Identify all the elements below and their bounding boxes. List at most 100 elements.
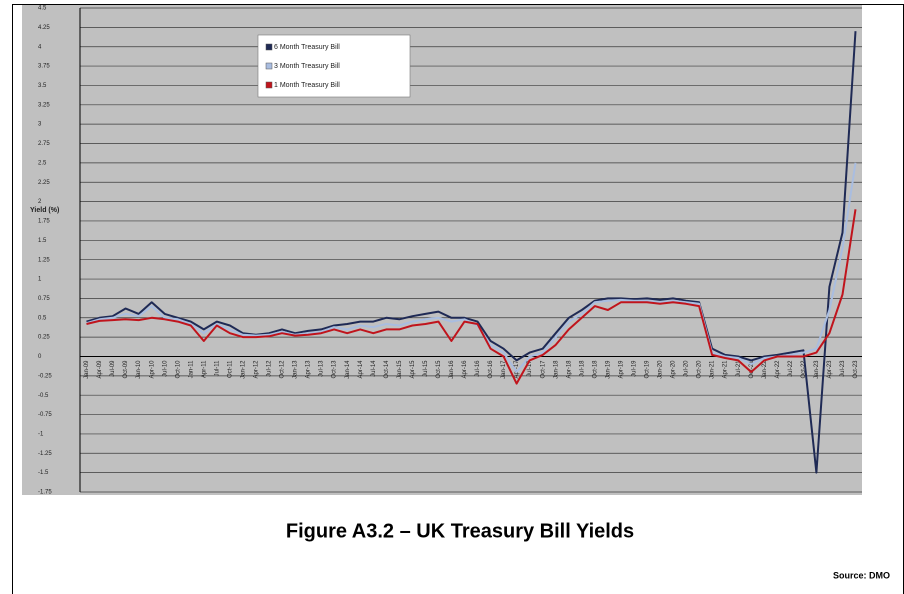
x-tick-label: Jul-12	[267, 360, 273, 377]
x-tick-label: Oct-23	[853, 360, 859, 379]
y-tick-label: 2	[38, 199, 42, 205]
x-tick-label: Apr-16	[462, 360, 468, 379]
x-tick-label: Jan-10	[136, 360, 142, 379]
x-tick-label: Apr-21	[723, 360, 729, 379]
x-tick-label: Jan-14	[345, 360, 351, 379]
x-tick-label: Jan-16	[449, 360, 455, 379]
y-tick-label: -0.25	[38, 373, 52, 379]
x-tick-label: Oct-18	[592, 360, 598, 379]
x-tick-label: Jul-20	[684, 360, 690, 377]
x-tick-label: Oct-19	[645, 360, 651, 379]
x-tick-label: Apr-20	[671, 360, 677, 379]
x-tick-label: Jan-22	[762, 360, 768, 379]
y-axis-label: Yield (%)	[30, 207, 59, 214]
x-tick-label: Oct-11	[227, 360, 233, 378]
y-tick-label: 3	[38, 122, 42, 128]
legend-swatch	[265, 43, 273, 51]
y-tick-label: 4	[38, 44, 42, 50]
x-tick-label: Jan-13	[293, 360, 299, 379]
x-tick-label: Jan-12	[240, 360, 246, 379]
x-tick-label: Jan-21	[710, 360, 716, 379]
x-tick-label: Apr-10	[149, 360, 155, 379]
x-tick-label: Apr-14	[358, 360, 364, 379]
x-tick-label: Jul-18	[579, 360, 585, 377]
y-tick-label: 1.25	[38, 257, 50, 263]
y-tick-label: -1.75	[38, 490, 52, 496]
y-tick-label: -0.5	[38, 393, 49, 399]
x-tick-label: Jul-11	[214, 360, 220, 377]
x-tick-label: Jul-23	[840, 360, 846, 377]
x-tick-label: Jul-10	[162, 360, 168, 377]
x-tick-label: Jan-18	[553, 360, 559, 379]
x-tick-label: Jul-21	[736, 360, 742, 377]
x-tick-label: Apr-23	[827, 360, 833, 379]
legend: 6 Month Treasury Bill 3 Month Treasury Bi…	[257, 34, 411, 98]
x-tick-label: Jul-17	[527, 360, 533, 377]
source-note: Source: DMO	[833, 570, 890, 580]
y-tick-label: 1.5	[38, 238, 47, 244]
figure-caption: Figure A3.2 – UK Treasury Bill Yields	[286, 520, 634, 542]
x-tick-label: Oct-10	[175, 360, 181, 379]
x-tick-label: Jan-11	[188, 360, 194, 379]
x-tick-label: Jul-09	[110, 360, 116, 377]
x-tick-label: Oct-15	[436, 360, 442, 379]
x-tick-label: Oct-21	[749, 360, 755, 379]
x-tick-label: Apr-15	[410, 360, 416, 379]
y-tick-label: 4.25	[38, 25, 50, 31]
legend-label: 1 Month Treasury Bill	[274, 82, 340, 89]
x-tick-label: Jul-19	[631, 360, 637, 377]
legend-swatch	[265, 81, 273, 89]
x-tick-label: Oct-17	[540, 360, 546, 379]
x-tick-label: Jan-23	[814, 360, 820, 379]
x-tick-label: Jul-16	[475, 360, 481, 377]
y-tick-label: 2.25	[38, 180, 50, 186]
x-tick-label: Oct-09	[123, 360, 129, 379]
x-tick-label: Oct-16	[488, 360, 494, 379]
y-tick-label: 3.75	[38, 64, 50, 70]
y-tick-label: 0.5	[38, 315, 47, 321]
legend-box	[257, 34, 411, 98]
x-tick-label: Apr-09	[97, 360, 103, 379]
y-tick-label: 1.75	[38, 219, 50, 225]
series-line	[86, 31, 857, 474]
y-tick-label: -1.5	[38, 470, 49, 476]
x-tick-label: Jan-20	[658, 360, 664, 379]
x-tick-label: Jan-15	[397, 360, 403, 379]
x-tick-label: Oct-20	[697, 360, 703, 379]
chart-background	[22, 4, 862, 495]
x-tick-label: Jan-09	[84, 360, 90, 379]
x-tick-label: Jul-13	[319, 360, 325, 377]
y-tick-label: -0.75	[38, 412, 52, 418]
y-tick-label: 1	[38, 277, 42, 283]
legend-label: 3 Month Treasury Bill	[274, 63, 340, 70]
y-tick-label: 0.25	[38, 335, 50, 341]
x-tick-label: Oct-14	[384, 360, 390, 379]
x-tick-label: Apr-11	[201, 360, 207, 378]
x-tick-label: Jan-17	[501, 360, 507, 379]
y-tick-label: 2.5	[38, 160, 47, 166]
x-tick-label: Oct-12	[280, 360, 286, 379]
x-tick-label: Jan-19	[605, 360, 611, 379]
x-tick-label: Apr-22	[775, 360, 781, 379]
x-tick-label: Jul-22	[788, 360, 794, 377]
y-tick-label: 0.75	[38, 296, 50, 302]
x-tick-label: Oct-22	[801, 360, 807, 379]
legend-label: 6 Month Treasury Bill	[274, 44, 340, 51]
x-tick-label: Apr-18	[566, 360, 572, 379]
y-tick-label: 3.5	[38, 83, 47, 89]
y-tick-label: 3.25	[38, 102, 50, 108]
x-tick-label: Jul-14	[371, 360, 377, 377]
x-tick-label: Oct-13	[332, 360, 338, 379]
legend-swatch	[265, 62, 273, 70]
x-tick-label: Apr-12	[254, 360, 260, 379]
y-tick-label: -1	[38, 431, 44, 437]
x-tick-label: Apr-13	[306, 360, 312, 379]
x-tick-label: Apr-17	[514, 360, 520, 379]
x-tick-label: Apr-19	[618, 360, 624, 379]
x-tick-label: Jul-15	[423, 360, 429, 377]
y-tick-label: 0	[38, 354, 42, 360]
series-line	[86, 209, 857, 385]
y-tick-label: -1.25	[38, 451, 52, 457]
